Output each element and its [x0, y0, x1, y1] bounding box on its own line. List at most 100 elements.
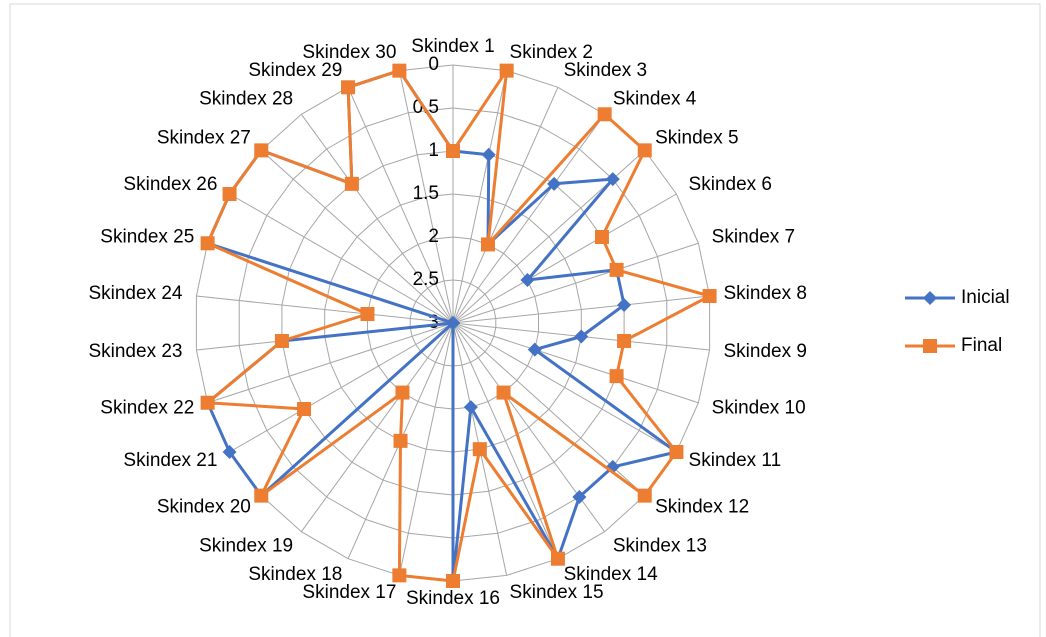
marker — [609, 262, 624, 277]
category-label: Skindex 11 — [689, 450, 782, 471]
category-label: Skindex 25 — [100, 227, 194, 248]
marker — [446, 144, 460, 158]
category-label: Skindex 26 — [123, 174, 217, 195]
marker — [481, 147, 496, 162]
category-label: Skindex 24 — [88, 283, 182, 304]
spoke — [452, 113, 606, 324]
category-label: Skindex 7 — [712, 227, 795, 248]
marker — [669, 445, 684, 459]
category-label: Skindex 15 — [510, 582, 604, 603]
marker — [360, 307, 375, 322]
marker — [254, 143, 269, 158]
spoke — [452, 70, 508, 324]
marker — [341, 80, 356, 95]
marker — [605, 172, 620, 187]
category-label: Skindex 3 — [564, 60, 647, 81]
category-label: Skindex 30 — [302, 42, 396, 63]
category-label: Skindex 29 — [248, 60, 342, 81]
category-label: Skindex 17 — [302, 582, 396, 603]
category-label: Skindex 16 — [406, 588, 500, 609]
spoke — [260, 149, 454, 324]
marker — [609, 369, 624, 384]
category-label: Skindex 1 — [411, 36, 494, 57]
spoke — [452, 193, 677, 324]
marker — [200, 395, 215, 410]
marker — [344, 176, 359, 191]
marker — [200, 236, 215, 251]
category-label: Skindex 28 — [199, 89, 293, 110]
r-tick-label: 2 — [428, 226, 439, 247]
marker — [254, 488, 269, 503]
marker — [617, 333, 632, 348]
spoke — [196, 295, 454, 324]
marker — [547, 176, 562, 191]
category-label: Skindex 2 — [510, 42, 593, 63]
category-label: Skindex 21 — [123, 450, 217, 471]
spoke — [452, 322, 559, 559]
category-label: Skindex 18 — [248, 564, 342, 585]
r-tick-label: 1 — [428, 140, 439, 161]
spoke — [207, 322, 454, 404]
spoke — [452, 322, 677, 453]
spoke — [300, 322, 454, 533]
category-label: Skindex 23 — [88, 341, 182, 362]
category-label: Skindex 27 — [157, 127, 251, 148]
marker — [702, 289, 717, 304]
legend-label: Final — [961, 335, 1002, 356]
category-label: Skindex 22 — [100, 397, 194, 418]
marker — [550, 551, 565, 566]
category-label: Skindex 8 — [724, 283, 807, 304]
marker — [446, 574, 460, 588]
spoke — [452, 322, 699, 404]
marker — [472, 442, 487, 457]
category-label: Skindex 19 — [199, 535, 293, 556]
marker — [393, 433, 408, 448]
marker — [392, 568, 407, 583]
category-label: Skindex 12 — [655, 497, 749, 518]
spoke — [229, 193, 454, 324]
category-label: Skindex 13 — [613, 535, 707, 556]
marker — [637, 143, 652, 158]
spoke — [347, 87, 454, 324]
category-label: Skindex 20 — [157, 497, 251, 518]
legend-marker — [923, 291, 937, 305]
spoke — [452, 87, 559, 324]
marker — [617, 298, 632, 313]
category-label: Skindex 6 — [689, 174, 772, 195]
spoke — [398, 70, 454, 324]
spoke — [229, 322, 454, 453]
category-label: Skindex 5 — [655, 127, 738, 148]
marker — [594, 230, 609, 244]
spoke — [300, 113, 454, 324]
category-label: Skindex 14 — [564, 564, 658, 585]
marker — [446, 316, 460, 330]
r-tick-label: 3 — [428, 312, 439, 333]
spoke — [398, 322, 454, 576]
marker — [597, 107, 612, 122]
marker — [463, 400, 478, 415]
r-tick-label: 0 — [428, 54, 439, 75]
marker — [222, 187, 237, 201]
marker — [392, 63, 407, 78]
legend-marker — [923, 339, 937, 353]
marker — [222, 445, 237, 459]
r-tick-label: 1.5 — [413, 183, 439, 204]
marker — [499, 63, 514, 78]
marker — [520, 273, 535, 287]
marker — [480, 237, 495, 252]
marker — [395, 385, 410, 400]
marker — [572, 489, 587, 504]
r-tick-label: 2.5 — [413, 269, 439, 290]
category-label: Skindex 4 — [613, 89, 697, 110]
spoke — [452, 295, 710, 324]
legend-label: Inicial — [961, 287, 1010, 308]
marker — [297, 402, 312, 416]
category-label: Skindex 9 — [724, 341, 807, 362]
chart-border — [9, 3, 1041, 637]
marker — [574, 329, 589, 344]
category-label: Skindex 10 — [712, 397, 806, 418]
marker — [496, 385, 511, 400]
marker — [274, 333, 289, 348]
marker — [527, 342, 542, 357]
